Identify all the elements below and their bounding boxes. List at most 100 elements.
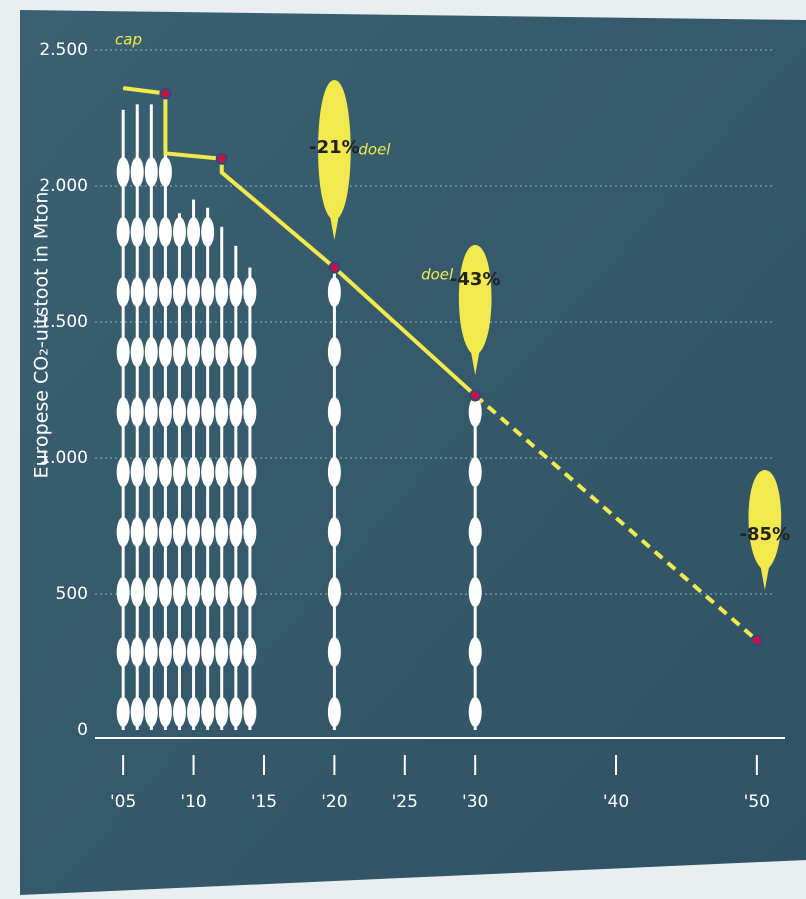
pearl bbox=[144, 157, 158, 187]
x-tick-label: '40 bbox=[603, 792, 629, 812]
pearl bbox=[130, 517, 144, 547]
pearl bbox=[116, 157, 130, 187]
pearl bbox=[201, 397, 215, 427]
annotation: -85% bbox=[740, 524, 791, 545]
pearl bbox=[229, 337, 243, 367]
pearl bbox=[327, 637, 341, 667]
balloon bbox=[748, 470, 782, 590]
pearl bbox=[468, 397, 482, 427]
pearl bbox=[130, 577, 144, 607]
pearl bbox=[116, 217, 130, 247]
pearl bbox=[116, 577, 130, 607]
pearl bbox=[130, 457, 144, 487]
annotation: cap bbox=[115, 31, 142, 49]
bar bbox=[248, 267, 252, 730]
pearl bbox=[144, 217, 158, 247]
y-tick-label: 500 bbox=[56, 584, 88, 604]
pearl bbox=[215, 517, 229, 547]
bar bbox=[473, 395, 477, 730]
pearl bbox=[144, 697, 158, 727]
pearl bbox=[116, 637, 130, 667]
pearl bbox=[327, 517, 341, 547]
pearl bbox=[327, 577, 341, 607]
pearl bbox=[229, 637, 243, 667]
pearl bbox=[172, 277, 186, 307]
pearl bbox=[144, 517, 158, 547]
pearl bbox=[243, 637, 257, 667]
pearl bbox=[116, 517, 130, 547]
y-tick-label: 2.000 bbox=[39, 176, 88, 196]
bar bbox=[163, 145, 167, 730]
pearl bbox=[243, 457, 257, 487]
pearl bbox=[158, 337, 172, 367]
pearl bbox=[187, 277, 201, 307]
pearl bbox=[201, 697, 215, 727]
pearl bbox=[144, 397, 158, 427]
pearl bbox=[243, 517, 257, 547]
y-tick-label: 1.000 bbox=[39, 448, 88, 468]
pearl bbox=[172, 637, 186, 667]
pearl bbox=[243, 577, 257, 607]
pearl bbox=[158, 157, 172, 187]
pearl bbox=[215, 337, 229, 367]
target-point bbox=[750, 634, 763, 647]
x-tick-label: '15 bbox=[251, 792, 277, 812]
pearl bbox=[130, 277, 144, 307]
target-point bbox=[159, 87, 172, 100]
pearl bbox=[215, 577, 229, 607]
pearl bbox=[243, 337, 257, 367]
pearl bbox=[130, 697, 144, 727]
pearl bbox=[158, 697, 172, 727]
background bbox=[20, 10, 806, 895]
annotation: -43% bbox=[450, 269, 501, 290]
pearl bbox=[229, 277, 243, 307]
pearl bbox=[229, 457, 243, 487]
pearl bbox=[201, 217, 215, 247]
pearl bbox=[327, 697, 341, 727]
pearl bbox=[215, 397, 229, 427]
pearl bbox=[158, 577, 172, 607]
pearl bbox=[243, 397, 257, 427]
pearl bbox=[187, 637, 201, 667]
pearl bbox=[116, 337, 130, 367]
pearl bbox=[229, 397, 243, 427]
pearl bbox=[158, 517, 172, 547]
pearl bbox=[144, 457, 158, 487]
annotation: doel bbox=[421, 266, 454, 284]
target-point bbox=[469, 389, 482, 402]
x-tick-label: '05 bbox=[110, 792, 136, 812]
pearl bbox=[130, 157, 144, 187]
pearl bbox=[243, 697, 257, 727]
pearl bbox=[130, 217, 144, 247]
pearl bbox=[327, 337, 341, 367]
pearl bbox=[116, 457, 130, 487]
pearl bbox=[327, 457, 341, 487]
pearl bbox=[144, 337, 158, 367]
pearl bbox=[327, 277, 341, 307]
pearl bbox=[201, 637, 215, 667]
pearl bbox=[187, 217, 201, 247]
pearl bbox=[229, 517, 243, 547]
pearl bbox=[172, 517, 186, 547]
pearl bbox=[215, 697, 229, 727]
bar bbox=[234, 245, 238, 730]
balloon bbox=[458, 245, 492, 375]
pearl bbox=[201, 277, 215, 307]
pearl bbox=[468, 457, 482, 487]
pearl bbox=[187, 517, 201, 547]
pearl bbox=[158, 277, 172, 307]
target-line bbox=[473, 393, 759, 642]
pearl bbox=[158, 397, 172, 427]
pearl bbox=[187, 337, 201, 367]
pearl bbox=[158, 217, 172, 247]
pearl bbox=[116, 397, 130, 427]
pearl bbox=[201, 337, 215, 367]
pearl bbox=[201, 517, 215, 547]
y-tick-label: 0 bbox=[77, 720, 88, 740]
balloon bbox=[318, 80, 351, 240]
pearl bbox=[187, 397, 201, 427]
pearl bbox=[215, 277, 229, 307]
pearl bbox=[468, 517, 482, 547]
x-tick-label: '20 bbox=[321, 792, 347, 812]
